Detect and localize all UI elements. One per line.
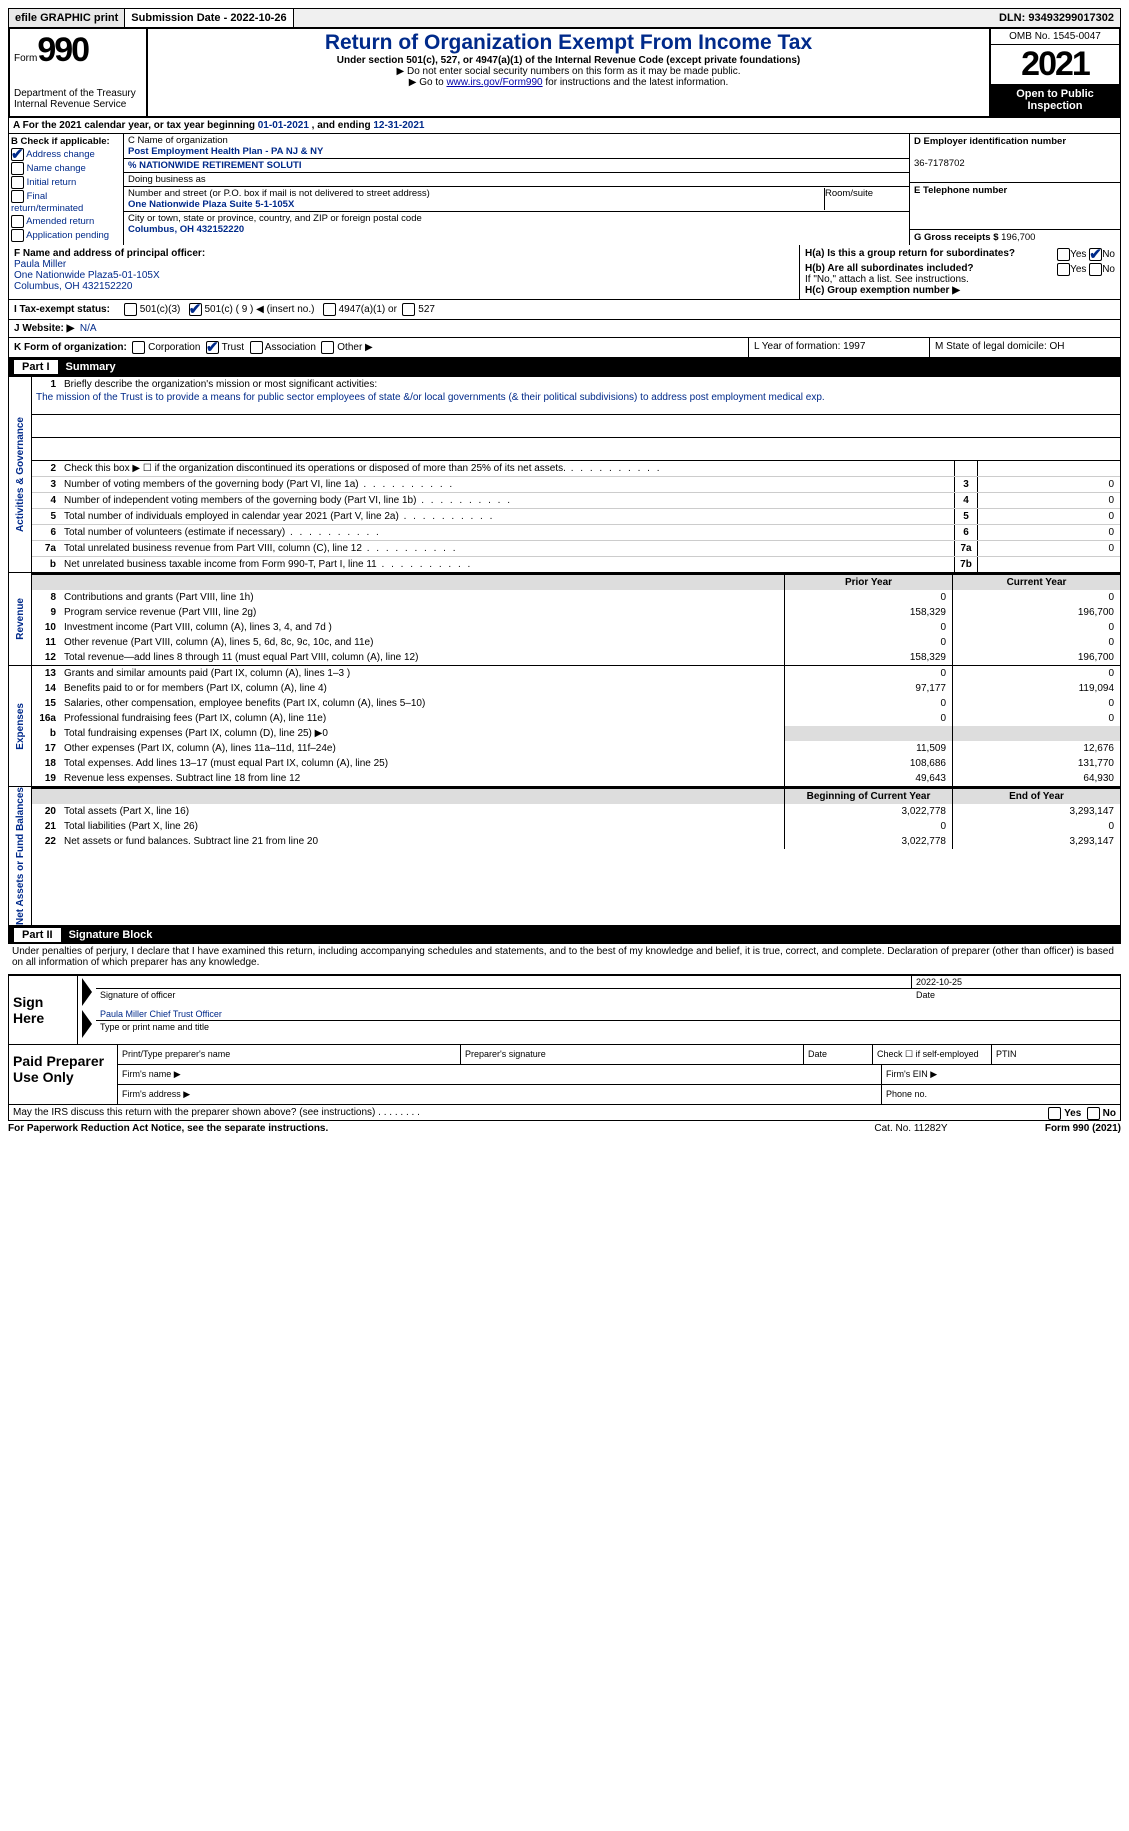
top-bar: efile GRAPHIC print Submission Date - 20… — [8, 8, 1121, 28]
col-d-ein: D Employer identification number36-71787… — [909, 134, 1120, 245]
penalty-text: Under penalties of perjury, I declare th… — [8, 944, 1121, 970]
check-final-return[interactable]: Final return/terminated — [11, 190, 121, 214]
submission-date: Submission Date - 2022-10-26 — [125, 9, 293, 27]
table-row: 13Grants and similar amounts paid (Part … — [32, 666, 1120, 681]
efile-print-button[interactable]: efile GRAPHIC print — [9, 9, 125, 27]
irs-link[interactable]: www.irs.gov/Form990 — [446, 77, 542, 88]
part1-header: Part ISummary — [8, 358, 1121, 376]
mission-text: The mission of the Trust is to provide a… — [32, 392, 1120, 415]
table-row: 12Total revenue—add lines 8 through 11 (… — [32, 650, 1120, 665]
check-corp[interactable] — [132, 341, 145, 354]
discuss-no[interactable] — [1087, 1107, 1100, 1120]
dept-treasury: Department of the Treasury — [14, 88, 142, 99]
omb-number: OMB No. 1545-0047 — [991, 29, 1119, 45]
table-row: 15Salaries, other compensation, employee… — [32, 696, 1120, 711]
table-row: 14Benefits paid to or for members (Part … — [32, 681, 1120, 696]
expenses-section: Expenses 13Grants and similar amounts pa… — [8, 666, 1121, 787]
form-title: Return of Organization Exempt From Incom… — [152, 31, 985, 55]
col-b-checks: B Check if applicable: Address change Na… — [9, 134, 124, 245]
form-note-ssn: ▶ Do not enter social security numbers o… — [152, 66, 985, 77]
sign-here-block: Sign Here 2022-10-25 Signature of office… — [8, 974, 1121, 1045]
table-row: 17Other expenses (Part IX, column (A), l… — [32, 741, 1120, 756]
check-other[interactable] — [321, 341, 334, 354]
revenue-section: Revenue Prior YearCurrent Year 8Contribu… — [8, 573, 1121, 666]
check-trust[interactable] — [206, 341, 219, 354]
line-a: A For the 2021 calendar year, or tax yea… — [8, 118, 1121, 134]
paid-preparer-block: Paid Preparer Use Only Print/Type prepar… — [8, 1045, 1121, 1105]
sec-i-tax-status: I Tax-exempt status: 501(c)(3) 501(c) ( … — [8, 300, 1121, 320]
name-arrow-icon — [82, 1010, 92, 1038]
form-note-link: ▶ Go to www.irs.gov/Form990 for instruct… — [152, 77, 985, 88]
netassets-section: Net Assets or Fund Balances Beginning of… — [8, 787, 1121, 926]
col-c-org: C Name of organizationPost Employment He… — [124, 134, 909, 245]
form-number: Form990 — [14, 31, 142, 70]
part2-header: Part IISignature Block — [8, 926, 1121, 944]
table-row: 8Contributions and grants (Part VIII, li… — [32, 590, 1120, 605]
check-app-pending[interactable]: Application pending — [11, 229, 121, 242]
check-address-change[interactable]: Address change — [11, 148, 121, 161]
sec-f-h: F Name and address of principal officer:… — [8, 245, 1121, 300]
discuss-yes[interactable] — [1048, 1107, 1061, 1120]
open-inspection: Open to Public Inspection — [991, 84, 1119, 116]
dln-label: DLN: 93493299017302 — [993, 9, 1120, 27]
sec-k-form-org: K Form of organization: Corporation Trus… — [8, 338, 1121, 358]
table-row: 10Investment income (Part VIII, column (… — [32, 620, 1120, 635]
check-amended[interactable]: Amended return — [11, 215, 121, 228]
table-row: 21Total liabilities (Part X, line 26)00 — [32, 819, 1120, 834]
check-527[interactable] — [402, 303, 415, 316]
check-501c[interactable] — [189, 303, 202, 316]
dept-irs: Internal Revenue Service — [14, 99, 142, 110]
form-subtitle: Under section 501(c), 527, or 4947(a)(1)… — [152, 55, 985, 66]
table-row: 19Revenue less expenses. Subtract line 1… — [32, 771, 1120, 786]
table-row: 11Other revenue (Part VIII, column (A), … — [32, 635, 1120, 650]
sec-j-website: J Website: ▶ N/A — [8, 320, 1121, 338]
table-row: 9Program service revenue (Part VIII, lin… — [32, 605, 1120, 620]
table-row: 16aProfessional fundraising fees (Part I… — [32, 711, 1120, 726]
table-row: 18Total expenses. Add lines 13–17 (must … — [32, 756, 1120, 771]
form-header: Form990 Department of the Treasury Inter… — [8, 28, 1121, 118]
signature-arrow-icon — [82, 978, 92, 1006]
check-initial-return[interactable]: Initial return — [11, 176, 121, 189]
check-name-change[interactable]: Name change — [11, 162, 121, 175]
tax-year: 2021 — [991, 45, 1119, 84]
footer: For Paperwork Reduction Act Notice, see … — [8, 1121, 1121, 1136]
check-4947[interactable] — [323, 303, 336, 316]
table-row: 20Total assets (Part X, line 16)3,022,77… — [32, 804, 1120, 819]
activities-governance: Activities & Governance 1Briefly describ… — [8, 376, 1121, 573]
table-row: bTotal fundraising expenses (Part IX, co… — [32, 726, 1120, 741]
check-assoc[interactable] — [250, 341, 263, 354]
table-row: 22Net assets or fund balances. Subtract … — [32, 834, 1120, 849]
check-501c3[interactable] — [124, 303, 137, 316]
discuss-row: May the IRS discuss this return with the… — [8, 1105, 1121, 1121]
